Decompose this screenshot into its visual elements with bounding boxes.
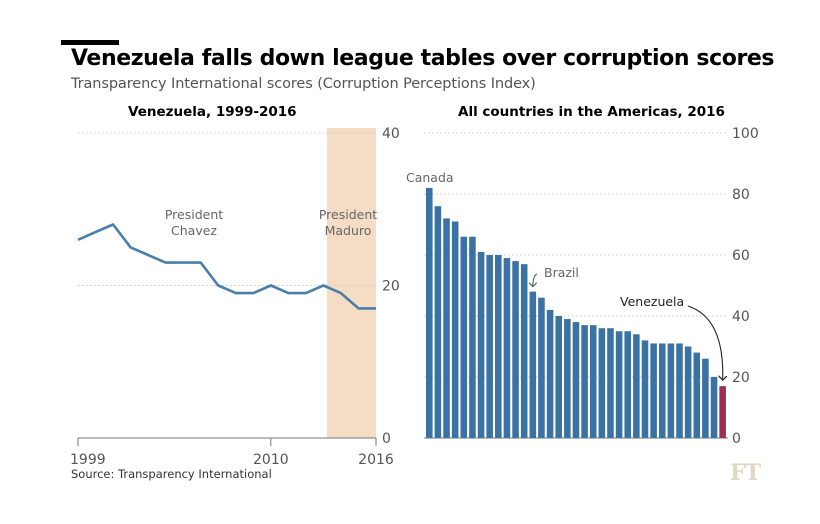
country-bar <box>658 343 666 438</box>
country-bar <box>434 206 442 438</box>
president-chavez-label-line1: President <box>165 207 223 222</box>
left-x-tick-label: 2016 <box>358 452 394 468</box>
right-y-tick-label: 100 <box>732 126 759 142</box>
president-maduro-label-line1: President <box>319 207 377 222</box>
country-bar <box>495 255 502 438</box>
right-y-tick-label: 0 <box>732 431 741 447</box>
country-bar <box>607 328 614 438</box>
country-bar <box>589 325 597 438</box>
country-bar <box>667 343 675 438</box>
brazil-label: Brazil <box>544 265 579 280</box>
country-bar <box>693 352 701 438</box>
brazil-arrow <box>533 273 538 287</box>
venezuela-label: Venezuela <box>620 294 684 309</box>
country-bar <box>460 236 468 438</box>
country-bar <box>538 297 545 438</box>
president-chavez-label-line2: Chavez <box>171 223 217 238</box>
country-bar <box>572 322 580 438</box>
president-maduro-label-line2: Maduro <box>325 223 372 238</box>
left-panel-title: Venezuela, 1999-2016 <box>128 104 297 120</box>
country-bar <box>598 328 606 438</box>
country-bar <box>529 291 537 438</box>
chart-subtitle: Transparency International scores (Corru… <box>71 76 536 92</box>
country-bar <box>633 334 640 438</box>
country-bar <box>520 264 528 438</box>
country-bar <box>624 331 632 438</box>
country-bar <box>451 221 459 438</box>
maduro-shaded-period <box>326 128 376 438</box>
country-bar <box>512 261 519 438</box>
left-y-tick-label: 40 <box>382 126 400 142</box>
left-y-tick-label: 0 <box>382 431 391 447</box>
right-y-tick-label: 40 <box>732 309 750 325</box>
country-bar <box>581 325 588 438</box>
right-y-tick-label: 60 <box>732 248 750 264</box>
country-bar <box>486 255 493 438</box>
country-bar <box>650 343 657 438</box>
left-y-tick-label: 20 <box>382 279 400 295</box>
left-x-tick-label: 1999 <box>70 452 106 468</box>
country-bar <box>555 316 562 438</box>
country-bar <box>684 346 692 438</box>
ft-logo: FT <box>730 460 761 486</box>
country-bar <box>443 218 450 438</box>
right-y-tick-label: 20 <box>732 370 750 386</box>
country-bar <box>710 377 718 438</box>
source-note: Source: Transparency International <box>71 467 272 481</box>
country-bar <box>676 343 683 438</box>
country-bar <box>426 187 433 438</box>
americas-bar-chart: 0 20 40 60 80 100 Canada Brazil Venezuela <box>406 126 759 447</box>
country-bar <box>503 258 511 438</box>
country-bar <box>564 319 571 438</box>
right-y-tick-label: 80 <box>732 187 750 203</box>
country-bar <box>477 251 485 438</box>
country-bar <box>641 340 649 438</box>
venezuela-score-line <box>77 223 376 310</box>
country-bar <box>615 331 623 438</box>
country-bar <box>702 358 709 438</box>
right-panel-title: All countries in the Americas, 2016 <box>458 104 725 120</box>
country-bar <box>469 236 476 438</box>
venezuela-arrow <box>687 305 723 380</box>
venezuela-bar <box>719 386 726 438</box>
country-bar <box>546 309 554 438</box>
left-x-tick-label: 2010 <box>253 452 289 468</box>
canada-label: Canada <box>406 170 454 185</box>
chart-title: Venezuela falls down league tables over … <box>71 46 775 71</box>
title-accent-bar <box>61 40 119 45</box>
